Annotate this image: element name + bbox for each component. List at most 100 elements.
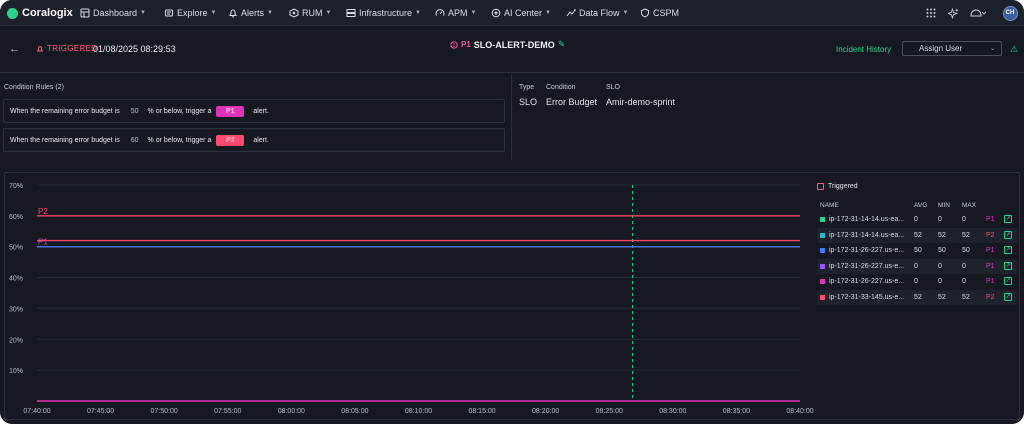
nav-explore-label: Explore bbox=[177, 8, 208, 18]
series-priority: P1 bbox=[986, 247, 995, 254]
x-tick-label: 08:10:00 bbox=[405, 408, 432, 415]
y-tick-label: 30% bbox=[9, 306, 23, 313]
series-min: 0 bbox=[938, 262, 942, 270]
coralogix-logo[interactable]: Coralogix bbox=[7, 6, 73, 20]
series-avg: 52 bbox=[914, 293, 922, 301]
y-tick-label: 50% bbox=[9, 245, 23, 252]
assign-user-dropdown[interactable]: Assign User ⌄ bbox=[902, 41, 1002, 56]
chevron-down-icon: ▼ bbox=[470, 10, 477, 16]
y-tick-label: 10% bbox=[9, 368, 23, 375]
priority-badge: P1 bbox=[216, 105, 245, 117]
series-swatch bbox=[820, 294, 825, 300]
legend-column-headers: NAME AVG MIN MAX bbox=[817, 196, 1017, 212]
nav-explore[interactable]: Explore ▼ bbox=[164, 7, 216, 19]
nav-alerts[interactable]: Alerts ▼ bbox=[228, 7, 273, 19]
rule-threshold: 50 bbox=[130, 107, 139, 115]
series-priority: P2 bbox=[986, 293, 995, 301]
legend-title: Triggered bbox=[828, 182, 858, 190]
slo-label: SLO bbox=[606, 84, 621, 91]
series-avg: 50 bbox=[914, 247, 922, 254]
series-priority: P2 bbox=[986, 231, 995, 239]
environment-selector-icon[interactable] bbox=[968, 5, 988, 21]
y-tick-label: 60% bbox=[9, 214, 23, 221]
series-min: 0 bbox=[938, 278, 942, 285]
triggered-timestamp: 01/08/2025 08:29:53 bbox=[93, 44, 176, 54]
x-tick-label: 08:15:00 bbox=[468, 408, 495, 415]
rule-middle: % or below, trigger a bbox=[147, 107, 212, 115]
assign-user-label: Assign User bbox=[919, 44, 963, 53]
series-max: 0 bbox=[962, 262, 966, 270]
open-external-icon[interactable]: ↗ bbox=[1004, 230, 1012, 239]
gauge-icon bbox=[435, 9, 445, 16]
nav-apm[interactable]: APM ▼ bbox=[435, 7, 476, 19]
series-priority: P1 bbox=[986, 262, 995, 270]
slo-condition: Condition Error Budget bbox=[546, 84, 597, 107]
legend-row[interactable]: ip-172-31-26-227.us-e... 0 0 0 P1 ↗ bbox=[817, 274, 1017, 290]
alert-header: ← TRIGGERED 01/08/2025 08:29:53 P1 SLO-A… bbox=[0, 27, 1024, 73]
series-max: 0 bbox=[962, 216, 966, 223]
priority-circle-icon bbox=[450, 40, 458, 49]
legend-row[interactable]: ip-172-31-33-145.us-e... 52 52 52 P2 ↗ bbox=[817, 289, 1017, 305]
column-min: MIN bbox=[938, 202, 950, 209]
nav-ai-center[interactable]: AI Center ▼ bbox=[491, 7, 551, 19]
open-external-icon[interactable]: ↗ bbox=[1004, 292, 1012, 301]
nav-rum[interactable]: RUM ▼ bbox=[289, 7, 331, 19]
alert-priority: P1 bbox=[461, 40, 471, 49]
chevron-down-icon: ▼ bbox=[545, 10, 551, 16]
legend-header: Triggered bbox=[817, 180, 1017, 192]
series-name: ip-172-31-26-227.us-e... bbox=[829, 278, 905, 285]
explore-icon bbox=[165, 9, 173, 17]
x-tick-label: 07:40:00 bbox=[23, 408, 50, 415]
alert-name: SLO-ALERT-DEMO bbox=[473, 39, 555, 50]
condition-rule: When the remaining error budget is 60 % … bbox=[3, 128, 505, 152]
nav-dashboard[interactable]: Dashboard ▼ bbox=[80, 7, 146, 19]
incident-history-link[interactable]: Incident History bbox=[836, 45, 892, 54]
back-arrow-icon[interactable]: ← bbox=[9, 43, 20, 55]
nav-infrastructure[interactable]: Infrastructure ▼ bbox=[346, 7, 421, 19]
status-text: TRIGGERED bbox=[47, 44, 98, 53]
type-label: Type bbox=[519, 84, 535, 91]
y-tick-label: 70% bbox=[9, 183, 23, 190]
condition-value: Error Budget bbox=[546, 97, 598, 107]
open-external-icon[interactable]: ↗ bbox=[1004, 215, 1012, 223]
column-name: NAME bbox=[820, 202, 839, 209]
series-avg: 0 bbox=[914, 262, 918, 270]
legend-row[interactable]: ip-172-31-14-14.us-ea... 0 0 0 P1 ↗ bbox=[817, 212, 1017, 228]
sparkle-icon[interactable] bbox=[946, 5, 960, 21]
chevron-down-icon: ▼ bbox=[325, 10, 332, 16]
open-external-icon[interactable]: ↗ bbox=[1004, 261, 1012, 270]
legend-row[interactable]: ip-172-31-14-14.us-ea... 52 52 52 P2 ↗ bbox=[817, 227, 1017, 243]
rule-prefix: When the remaining error budget is bbox=[10, 136, 120, 144]
legend-row[interactable]: ip-172-31-26-227.us-e... 0 0 0 P1 ↗ bbox=[817, 258, 1017, 274]
open-external-icon[interactable]: ↗ bbox=[1004, 246, 1012, 254]
rule-threshold: 60 bbox=[130, 136, 139, 144]
user-avatar[interactable]: CH bbox=[1002, 5, 1018, 21]
alert-triangle-icon[interactable]: ⚠ bbox=[1010, 44, 1019, 54]
rule-prefix: When the remaining error budget is bbox=[10, 107, 120, 115]
rule-middle: % or below, trigger a bbox=[147, 136, 212, 144]
legend-rows: ip-172-31-14-14.us-ea... 0 0 0 P1 ↗ ip-172-31-… bbox=[817, 212, 1017, 305]
x-tick-label: 08:00:00 bbox=[278, 408, 305, 415]
nav-cspm[interactable]: CSPM bbox=[640, 7, 679, 19]
rum-icon bbox=[289, 8, 299, 18]
series-min: 0 bbox=[938, 216, 942, 223]
line-chart: 70% 60% 50% 40% 30% 20% 10% 07:40:00 07:45:00 07:… bbox=[9, 183, 814, 415]
legend-row[interactable]: ip-172-31-26-227.us-e... 50 50 50 P1 ↗ bbox=[817, 243, 1017, 259]
y-tick-label: 20% bbox=[9, 337, 23, 344]
nav-data-flow[interactable]: Data Flow ▼ bbox=[566, 7, 628, 19]
series-swatch bbox=[820, 263, 825, 269]
x-tick-label: 08:40:00 bbox=[786, 408, 813, 415]
x-tick-label: 07:55:00 bbox=[214, 408, 241, 415]
alert-title: P1 SLO-ALERT-DEMO ✎ bbox=[450, 39, 565, 50]
x-tick-label: 08:05:00 bbox=[341, 408, 368, 415]
status-badge: TRIGGERED bbox=[36, 44, 97, 53]
nav-rum-label: RUM bbox=[302, 8, 323, 18]
slo-value: Amir-demo-sprint bbox=[606, 97, 676, 107]
apps-grid-icon[interactable] bbox=[924, 5, 938, 21]
open-external-icon[interactable]: ↗ bbox=[1004, 277, 1012, 285]
condition-rules-title: Condition Rules (2) bbox=[4, 84, 64, 91]
series-swatch bbox=[820, 279, 825, 284]
top-navigation: Coralogix Dashboard ▼ Explore ▼ Alerts ▼ RU… bbox=[0, 0, 1024, 26]
pencil-icon[interactable]: ✎ bbox=[557, 39, 566, 49]
series-min: 52 bbox=[938, 293, 946, 301]
